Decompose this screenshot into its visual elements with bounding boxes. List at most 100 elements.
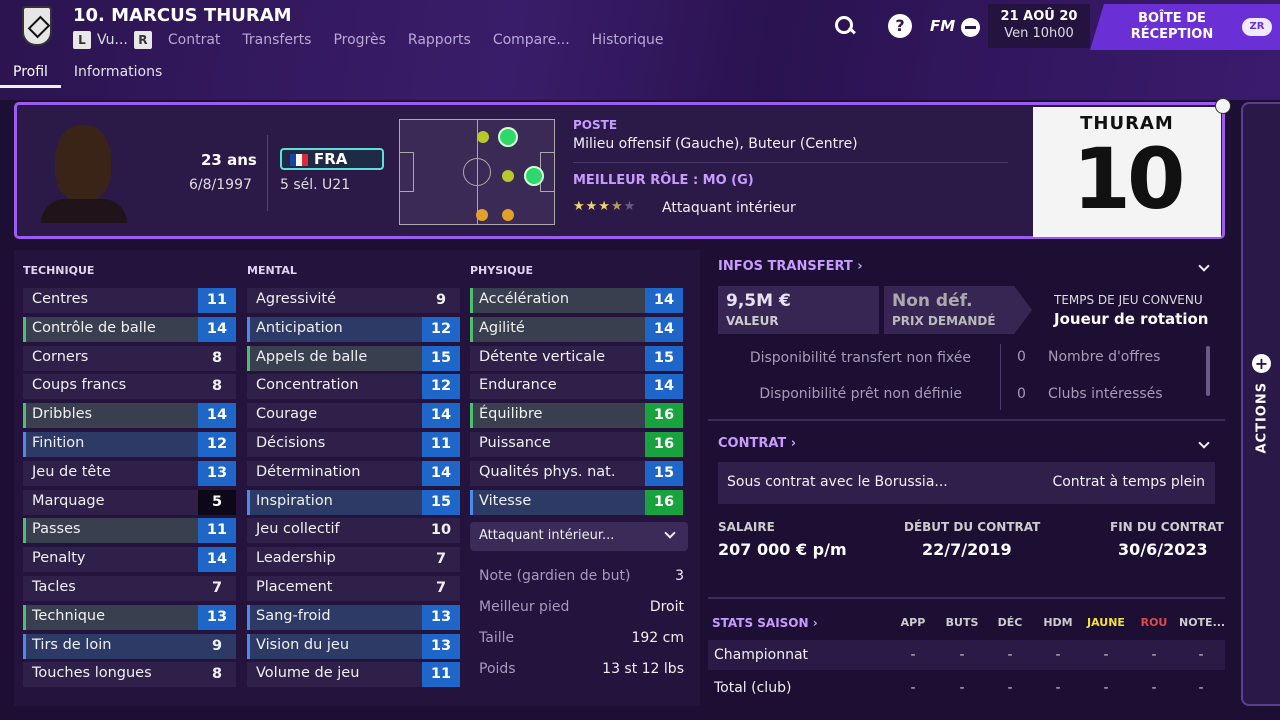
attribute-row[interactable]: Tirs de loin 9 [14,632,236,661]
attribute-name: Détermination [256,463,361,480]
contract-box: Sous contrat avec le Borussia... Contrat… [718,462,1215,504]
attribute-row[interactable]: Contrôle de balle 14 [14,315,236,344]
attribute-row[interactable]: Équilibre 16 [461,401,683,430]
minimize-icon[interactable] [961,18,980,37]
attribute-row[interactable]: Jeu de tête 13 [14,459,236,488]
nav-row: L Vu... R Contrat Transferts Progrès Rap… [73,30,685,50]
player-dob: 6/8/1997 [189,177,252,193]
attribute-value: 9 [211,637,223,654]
position-pitch [399,119,555,225]
attribute-value: 16 [645,431,683,457]
international-caps: 5 sél. U21 [280,177,351,193]
chevron-down-icon[interactable] [1198,260,1210,272]
position-value: Milieu offensif (Gauche), Buteur (Centre… [573,136,858,152]
attribute-row[interactable]: Dribbles 14 [14,401,236,430]
attribute-row[interactable]: Vision du jeu 13 [238,632,460,661]
search-icon[interactable] [833,14,857,38]
attribute-name: Dribbles [32,406,93,423]
attribute-row[interactable]: Décisions 11 [238,430,460,459]
attribute-row[interactable]: Corners 8 [14,344,236,373]
attribute-row[interactable]: Volume de jeu 11 [238,660,460,689]
attribute-row[interactable]: Appels de balle 15 [238,344,460,373]
attribute-row[interactable]: Penalty 14 [14,545,236,574]
attribute-row[interactable]: Détermination 14 [238,459,460,488]
attribute-row[interactable]: Placement 7 [238,574,460,603]
attribute-value: 13 [422,633,460,659]
attribute-row[interactable]: Qualités phys. nat. 15 [461,459,683,488]
attribute-row[interactable]: Jeu collectif 10 [238,516,460,545]
attribute-name: Placement [256,578,333,595]
contract-start-value: 22/7/2019 [922,540,1012,559]
info-row: Poids 13 st 12 lbs [479,661,684,677]
table-row[interactable]: Total (club) - - - - - - - [714,680,1204,696]
playtime-value: Joueur de rotation [1054,310,1209,328]
chevron-down-icon[interactable] [1198,437,1210,449]
date-display[interactable]: 21 AOÛ 20 Ven 10h00 [988,4,1090,48]
nav-progress[interactable]: Progrès [333,32,386,48]
attribute-row[interactable]: Finition 12 [14,430,236,459]
role-select[interactable]: Attaquant intérieur... [470,522,688,551]
attribute-row[interactable]: Endurance 14 [461,372,683,401]
attribute-name: Agressivité [256,291,337,307]
actions-label: ACTIONS [1254,381,1270,454]
pos-dot [498,127,518,147]
help-icon[interactable]: ? [888,14,912,38]
attribute-row[interactable]: Technique 13 [14,603,236,632]
actions-sidebar[interactable]: + ACTIONS [1241,102,1280,706]
transfer-info-title[interactable]: INFOS TRANSFERT › [718,259,863,274]
attribute-row[interactable]: Touches longues 8 [14,660,236,689]
attribute-name: Leadership [256,550,336,567]
attribute-name: Équilibre [479,406,543,423]
salary-value: 207 000 € p/m [718,540,847,559]
attribute-row[interactable]: Leadership 7 [238,545,460,574]
attribute-row[interactable]: Puissance 16 [461,430,683,459]
attribute-row[interactable]: Sang-froid 13 [238,603,460,632]
scrollbar[interactable] [1206,346,1210,396]
shirt-name: THURAM [1080,113,1174,134]
attribute-row[interactable]: Inspiration 15 [238,488,460,517]
attribute-row[interactable]: Concentration 12 [238,372,460,401]
nav-history[interactable]: Historique [591,32,664,48]
attribute-row[interactable]: Coups francs 8 [14,372,236,401]
table-row[interactable]: Championnat - - - - - - - [708,640,1225,670]
right-panel: INFOS TRANSFERT › 9,5M € VALEUR Non déf.… [708,250,1225,706]
france-flag-icon [290,154,308,166]
best-role-label[interactable]: MEILLEUR RÔLE : MO (G) [573,173,754,188]
contract-status: Sous contrat avec le Borussia... [727,474,948,490]
attribute-row[interactable]: Anticipation 12 [238,315,460,344]
nav-reports[interactable]: Rapports [407,32,471,48]
current-date: 21 AOÛ 20 [1000,9,1078,24]
offers-label: Nombre d'offres [1048,349,1161,365]
season-stats-title[interactable]: STATS SAISON › [712,616,818,630]
attribute-row[interactable]: Passes 11 [14,516,236,545]
attribute-row[interactable]: Marquage 5 [14,488,236,517]
attribute-row[interactable]: Accélération 14 [461,286,683,315]
transfer-availability: Disponibilité transfert non fixée [749,350,971,366]
attribute-row[interactable]: Agilité 14 [461,315,683,344]
lock-icon[interactable] [1215,98,1231,114]
nav-transfers[interactable]: Transferts [242,32,312,48]
attribute-value: 14 [198,547,236,573]
attribute-value: 12 [198,431,236,457]
nation-badge[interactable]: FRA [280,148,384,170]
nav-viewed[interactable]: Vu... [97,32,128,48]
attribute-row[interactable]: Tacles 7 [14,574,236,603]
attribute-row[interactable]: Vitesse 16 [461,488,683,517]
attribute-name: Technique [32,607,106,624]
tab-profile[interactable]: Profil [0,62,61,88]
tab-information[interactable]: Informations [73,64,163,80]
attribute-row[interactable]: Centres 11 [14,286,236,315]
nav-contract[interactable]: Contrat [167,32,221,48]
attribute-row[interactable]: Courage 14 [238,401,460,430]
contract-title[interactable]: CONTRAT › [718,436,797,451]
nav-compare[interactable]: Compare... [492,32,570,48]
attribute-value: 15 [422,489,460,515]
header: 10. MARCUS THURAM L Vu... R Contrat Tran… [0,0,1280,100]
attribute-row[interactable]: Agressivité 9 [238,286,460,315]
attribute-value: 14 [645,374,683,400]
attribute-name: Concentration [256,377,359,394]
inbox-button[interactable]: BOÎTE DE RÉCEPTION ZR [1090,4,1280,50]
club-badge-icon[interactable] [22,6,52,46]
attribute-value: 16 [645,489,683,515]
attribute-row[interactable]: Détente verticale 15 [461,344,683,373]
